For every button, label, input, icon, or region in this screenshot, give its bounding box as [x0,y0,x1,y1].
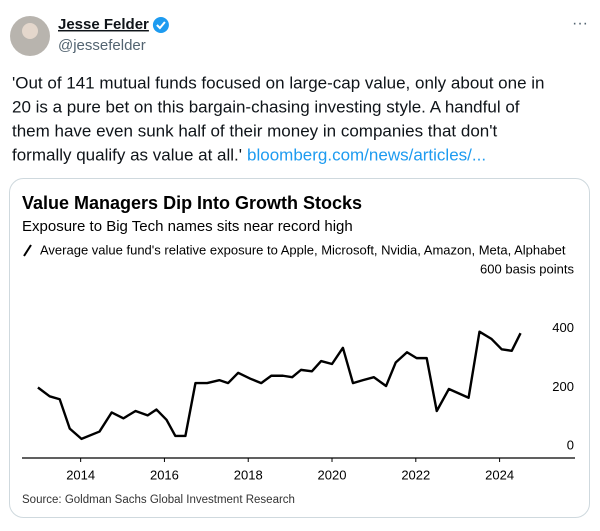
author-name[interactable]: Jesse Felder [58,16,149,33]
avatar-face [22,23,38,39]
y-tick-label: 0 [567,438,574,453]
author-handle[interactable]: @jessefelder [58,37,146,54]
tweet-link[interactable]: bloomberg.com/news/articles/... [247,145,486,164]
chart-subtitle: Exposure to Big Tech names sits near rec… [22,218,353,235]
tweet-text-line: 'Out of 141 mutual funds focused on larg… [12,73,545,92]
x-tick-label: 2014 [66,467,95,482]
legend-swatch [23,244,32,257]
x-tick-label: 2022 [401,467,430,482]
tweet-text-line: them have even sunk half of their money … [12,121,497,140]
tweet-text-line: 20 is a pure bet on this bargain-chasing… [12,97,520,116]
x-tick-label: 2020 [318,467,347,482]
x-tick-label: 2024 [485,467,514,482]
x-tick-label: 2016 [150,467,179,482]
y-tick-label: 600 basis points [480,261,574,276]
more-button[interactable]: ··· [572,15,588,32]
chart-title: Value Managers Dip Into Growth Stocks [22,193,362,213]
chart-card[interactable] [9,178,590,518]
y-tick-label: 200 [552,379,574,394]
y-tick-label: 400 [552,320,574,335]
x-tick-label: 2018 [234,467,263,482]
chart-source: Source: Goldman Sachs Global Investment … [22,494,295,506]
legend-label: Average value fund's relative exposure t… [40,242,566,257]
data-line [37,330,522,441]
tweet-text-line: formally qualify as value at all.' [12,145,242,164]
verified-badge [152,17,169,33]
